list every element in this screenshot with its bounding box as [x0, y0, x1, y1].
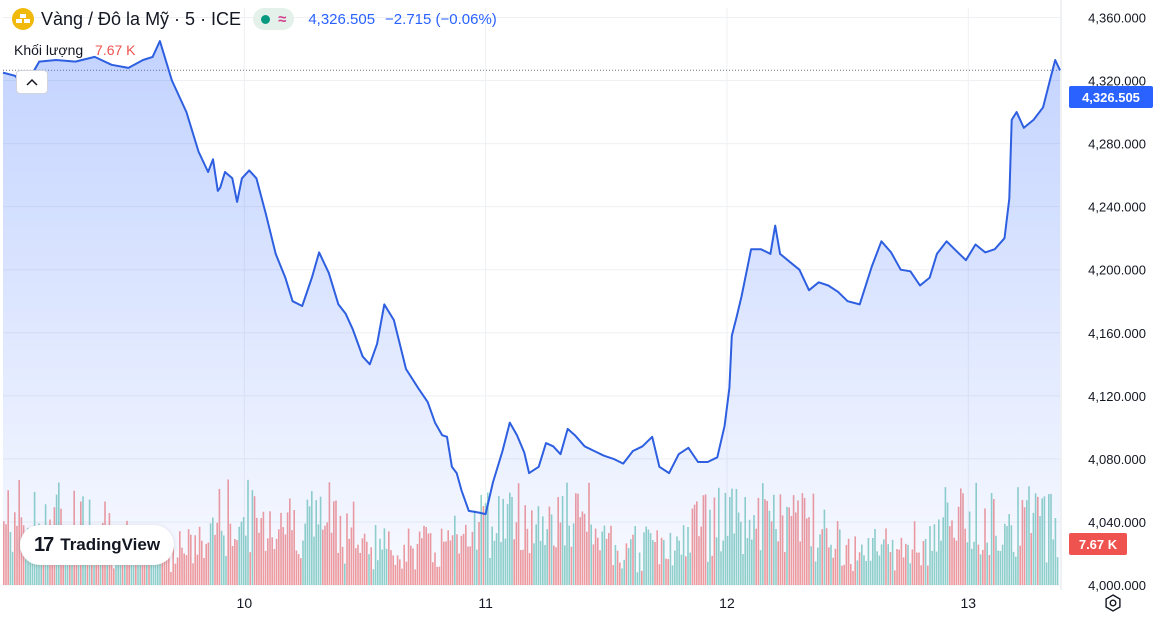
market-status-pill[interactable]: ≈	[253, 8, 295, 30]
settings-button[interactable]	[1102, 592, 1124, 614]
y-tick-label: 4,320.000	[1088, 74, 1146, 89]
symbol-title[interactable]: Vàng / Đô la Mỹ · 5 · ICE	[41, 8, 242, 29]
collapse-legend-button[interactable]	[16, 70, 48, 94]
chevron-up-icon	[26, 78, 38, 86]
y-tick-label: 4,080.000	[1088, 452, 1146, 467]
y-tick-label: 4,280.000	[1088, 137, 1146, 152]
y-tick-label: 4,360.000	[1088, 10, 1146, 25]
gear-icon	[1105, 594, 1121, 612]
current-volume-badge: 7.67 K	[1069, 533, 1127, 555]
y-tick-label: 4,200.000	[1088, 263, 1146, 278]
x-tick-label: 11	[478, 595, 493, 611]
x-tick-label: 13	[961, 595, 977, 611]
gold-symbol-icon	[12, 8, 34, 30]
volume-legend[interactable]: Khối lượng 7.67 K	[14, 42, 136, 58]
y-tick-label: 4,240.000	[1088, 200, 1146, 215]
y-axis[interactable]: 4,360.000 4,320.000 4,280.000 4,240.000 4,20…	[1088, 10, 1146, 593]
x-tick-label: 12	[719, 595, 735, 611]
price-change: −2.715 (−0.06%)	[385, 10, 497, 28]
y-tick-label: 4,120.000	[1088, 389, 1146, 404]
current-price-badge: 4,326.505	[1069, 86, 1153, 108]
volume-label: Khối lượng	[14, 42, 84, 58]
last-price: 4,326.505	[308, 10, 376, 28]
chart-header: Vàng / Đô la Mỹ · 5 · ICE ≈ 4,326.505 −2…	[12, 8, 497, 30]
price-line	[2, 40, 1061, 516]
approx-icon: ≈	[278, 10, 287, 28]
price-area	[3, 41, 1060, 586]
price-series-line	[2, 40, 1061, 516]
tradingview-mark-icon: 17	[34, 533, 54, 556]
x-axis[interactable]: 10 11 12 13	[237, 595, 977, 611]
y-tick-label: 4,160.000	[1088, 326, 1146, 341]
y-tick-label: 4,000.000	[1088, 578, 1146, 593]
market-open-dot-icon	[261, 14, 271, 24]
price-area-fill	[3, 41, 1060, 586]
tradingview-logo[interactable]: 17 TradingView	[20, 525, 175, 565]
brand-name: TradingView	[60, 535, 161, 554]
x-tick-label: 10	[237, 595, 253, 611]
y-tick-label: 4,040.000	[1088, 515, 1146, 530]
volume-value: 7.67 K	[95, 42, 136, 58]
